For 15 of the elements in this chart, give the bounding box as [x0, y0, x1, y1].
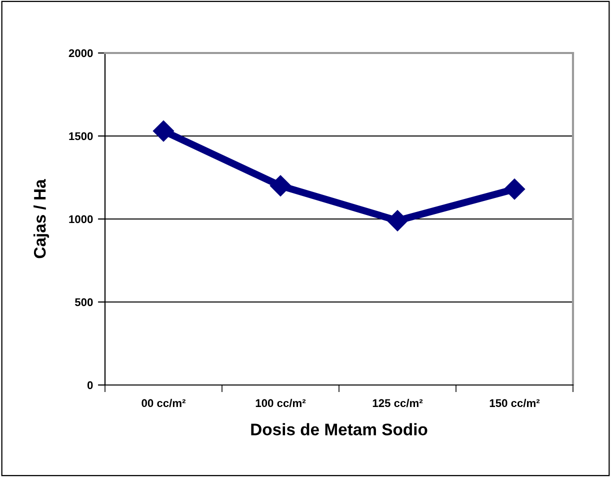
- x-tick-label: 150 cc/m²: [490, 398, 540, 408]
- x-tick-label: 00 cc/m²: [142, 398, 186, 408]
- x-tick-label: 100 cc/m²: [256, 398, 306, 408]
- point: [386, 210, 408, 232]
- x-axis-title: Dosis de Metam Sodio: [251, 423, 428, 436]
- point: [270, 175, 292, 196]
- y-axis-title: Cajas / Ha: [34, 179, 50, 258]
- y-tick-label: 1500: [69, 132, 93, 140]
- point: [152, 120, 174, 142]
- x-tick-label: 125 cc/m²: [372, 398, 423, 408]
- y-tick-label: 1000: [69, 215, 93, 224]
- y-tick-label: 500: [75, 298, 93, 306]
- y-tick-label: 0: [87, 381, 93, 390]
- y-tick-label: 2000: [68, 49, 93, 58]
- point: [504, 178, 526, 200]
